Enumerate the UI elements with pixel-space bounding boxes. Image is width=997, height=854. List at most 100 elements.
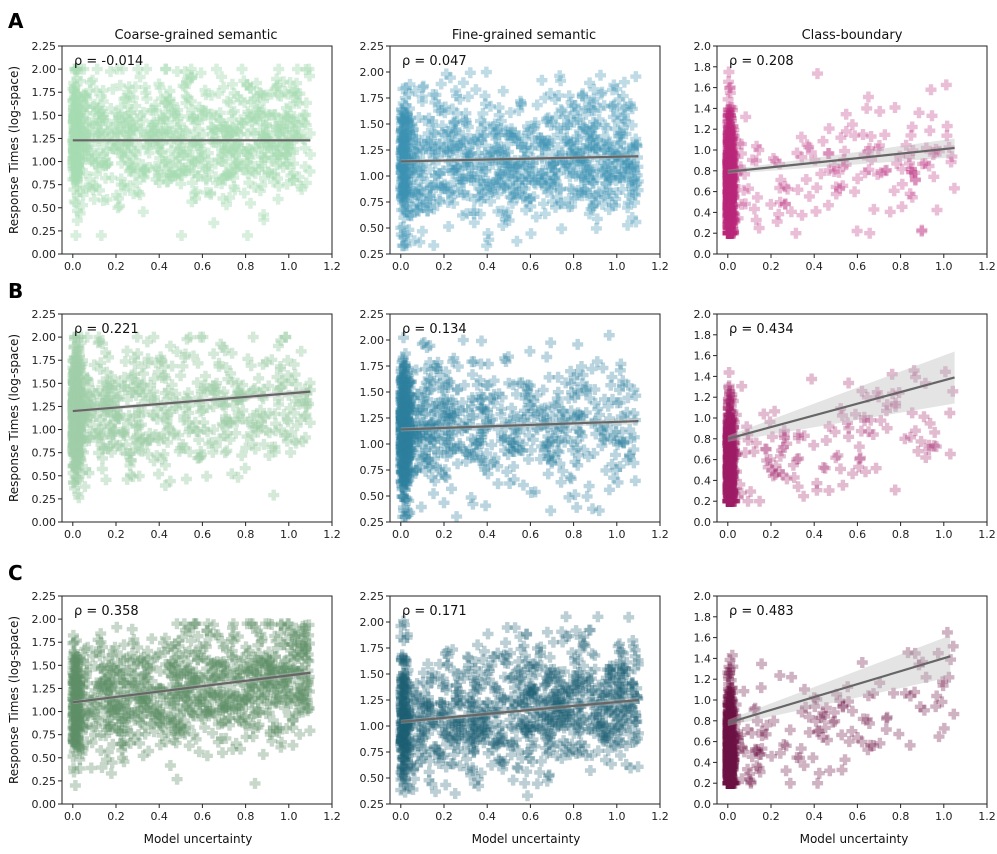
data-point (273, 128, 285, 140)
data-point (723, 191, 735, 203)
data-point (97, 452, 108, 464)
data-point (724, 159, 736, 171)
data-point (544, 162, 555, 173)
data-point (141, 131, 153, 143)
data-point (397, 147, 409, 158)
data-point (398, 461, 410, 473)
data-point (571, 137, 583, 149)
data-point (73, 139, 85, 151)
data-point (727, 209, 739, 221)
data-point (724, 227, 736, 239)
data-point (472, 147, 484, 159)
data-point (622, 197, 634, 209)
data-point (506, 437, 517, 449)
data-point (444, 417, 455, 429)
data-point (174, 142, 186, 154)
data-point (103, 428, 115, 440)
data-point (241, 157, 253, 169)
data-point (419, 115, 431, 127)
data-point (68, 120, 80, 132)
data-point (89, 98, 100, 110)
data-point (583, 172, 595, 184)
data-point (71, 367, 83, 379)
data-point (68, 427, 80, 439)
data-point (399, 474, 411, 486)
data-point (68, 157, 79, 169)
data-point (251, 409, 263, 421)
data-point (441, 393, 453, 405)
data-point (216, 121, 228, 133)
data-point (123, 114, 135, 126)
data-point (858, 149, 870, 161)
data-point (399, 171, 411, 183)
data-point (110, 107, 122, 119)
data-point (722, 427, 734, 439)
data-point (454, 417, 466, 429)
data-point (722, 143, 734, 155)
data-point (397, 221, 409, 233)
data-point (76, 104, 88, 116)
data-point (396, 142, 408, 153)
data-point (73, 456, 85, 468)
data-point (410, 145, 422, 157)
data-point (199, 379, 211, 391)
data-point (722, 175, 734, 187)
data-point (221, 129, 232, 141)
data-point (396, 162, 408, 174)
data-point (440, 472, 452, 483)
data-point (90, 180, 102, 192)
data-point (724, 156, 735, 168)
data-point (555, 197, 567, 209)
data-point (179, 66, 191, 78)
data-point (724, 216, 736, 228)
data-point (170, 400, 182, 412)
data-point (722, 163, 734, 175)
data-point (68, 420, 80, 431)
data-point (242, 353, 254, 365)
data-point (723, 222, 735, 234)
data-point (724, 206, 735, 218)
data-point (70, 447, 82, 459)
data-point (576, 184, 588, 196)
data-point (293, 125, 305, 137)
data-point (399, 446, 411, 457)
data-point (517, 438, 529, 450)
data-point (69, 423, 81, 435)
data-point (84, 173, 96, 185)
data-point (722, 186, 734, 198)
data-point (614, 130, 626, 142)
data-point (723, 477, 735, 489)
data-point (452, 186, 464, 198)
data-point (176, 230, 187, 241)
data-point (502, 157, 514, 169)
data-point (395, 466, 407, 478)
data-point (722, 189, 734, 201)
data-point (177, 80, 189, 92)
data-point (395, 166, 407, 178)
data-point (896, 163, 908, 175)
data-point (200, 174, 212, 186)
data-point (726, 136, 738, 148)
data-point (552, 371, 564, 383)
data-point (410, 441, 422, 452)
data-point (444, 407, 456, 419)
data-point (621, 454, 633, 466)
data-point (774, 196, 786, 208)
data-point (112, 393, 124, 405)
data-point (125, 119, 137, 131)
data-point (70, 372, 82, 384)
data-point (148, 455, 160, 467)
data-point (400, 393, 412, 405)
data-point (725, 156, 737, 168)
data-point (124, 107, 136, 119)
data-point (168, 428, 180, 440)
data-point (397, 402, 409, 414)
data-point (613, 155, 625, 167)
data-point (122, 86, 134, 98)
data-point (71, 205, 83, 217)
data-point (625, 153, 637, 165)
data-point (476, 437, 488, 449)
data-point (496, 168, 508, 180)
data-point (198, 383, 210, 395)
data-point (140, 386, 152, 398)
